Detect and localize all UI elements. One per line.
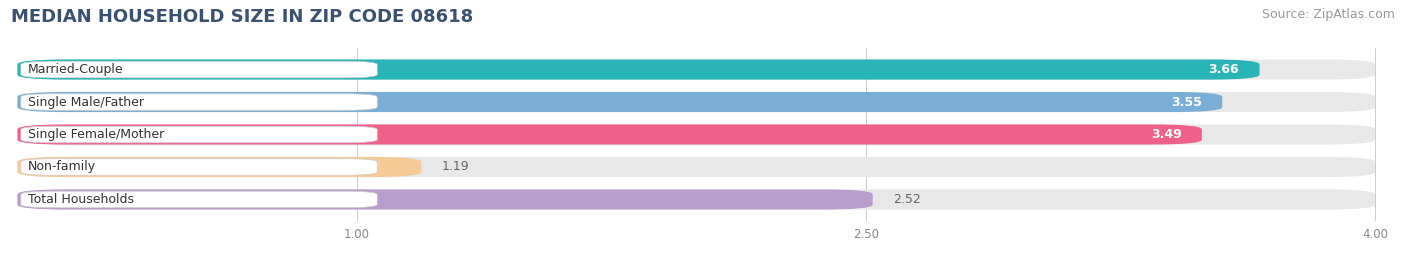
FancyBboxPatch shape [17, 157, 1375, 177]
Text: 2.52: 2.52 [893, 193, 921, 206]
FancyBboxPatch shape [21, 61, 377, 78]
FancyBboxPatch shape [17, 157, 422, 177]
FancyBboxPatch shape [17, 59, 1375, 80]
Text: Single Male/Father: Single Male/Father [28, 95, 143, 108]
Text: 3.66: 3.66 [1209, 63, 1239, 76]
Text: MEDIAN HOUSEHOLD SIZE IN ZIP CODE 08618: MEDIAN HOUSEHOLD SIZE IN ZIP CODE 08618 [11, 8, 474, 26]
Text: Single Female/Mother: Single Female/Mother [28, 128, 165, 141]
FancyBboxPatch shape [17, 92, 1375, 112]
FancyBboxPatch shape [17, 125, 1375, 144]
FancyBboxPatch shape [17, 59, 1260, 80]
FancyBboxPatch shape [21, 126, 377, 143]
Text: 1.19: 1.19 [441, 161, 470, 174]
FancyBboxPatch shape [21, 159, 377, 175]
FancyBboxPatch shape [21, 191, 377, 208]
Text: 3.55: 3.55 [1171, 95, 1202, 108]
FancyBboxPatch shape [17, 92, 1222, 112]
FancyBboxPatch shape [17, 189, 1375, 210]
Text: Total Households: Total Households [28, 193, 134, 206]
FancyBboxPatch shape [17, 125, 1202, 144]
FancyBboxPatch shape [17, 189, 873, 210]
Text: Non-family: Non-family [28, 161, 96, 174]
Text: Source: ZipAtlas.com: Source: ZipAtlas.com [1261, 8, 1395, 21]
Text: Married-Couple: Married-Couple [28, 63, 124, 76]
Text: 3.49: 3.49 [1150, 128, 1181, 141]
FancyBboxPatch shape [21, 94, 377, 110]
